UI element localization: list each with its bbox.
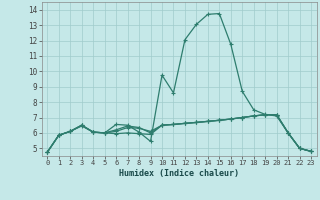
X-axis label: Humidex (Indice chaleur): Humidex (Indice chaleur) xyxy=(119,169,239,178)
